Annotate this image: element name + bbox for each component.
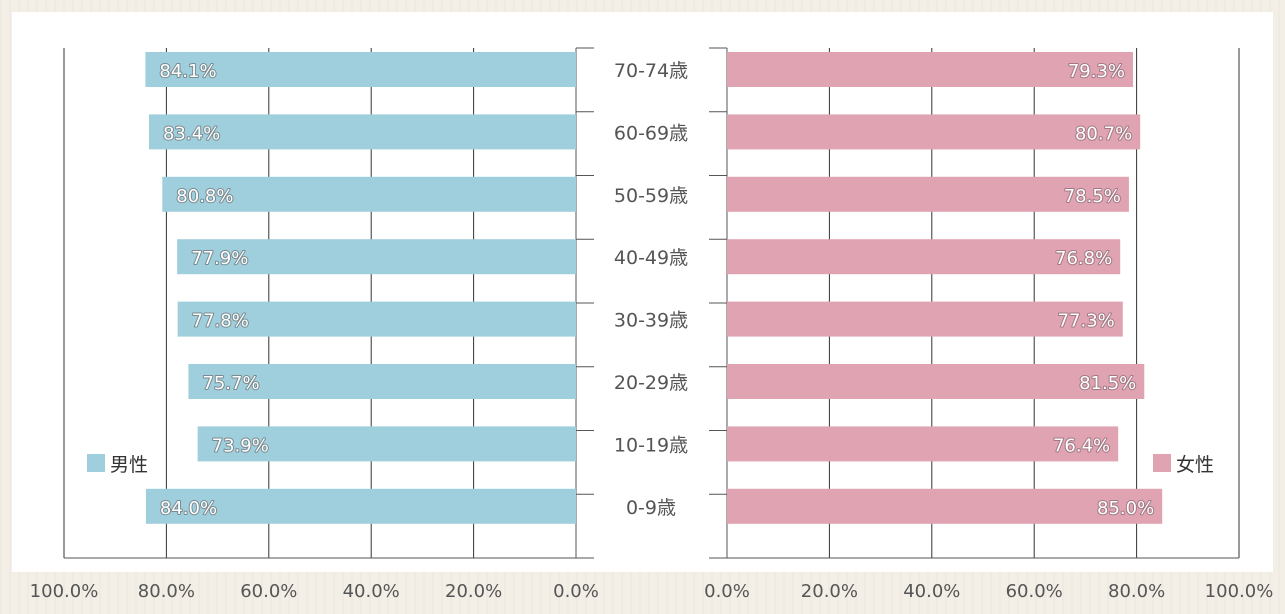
category-label: 40-49歳 — [614, 247, 688, 269]
x-tick-label-right: 80.0% — [1108, 581, 1165, 602]
x-tick-label-left: 100.0% — [30, 581, 99, 602]
bar-female — [727, 426, 1119, 462]
x-tick-label-left: 80.0% — [138, 581, 195, 602]
category-label: 70-74歳 — [614, 60, 688, 82]
bar-female — [727, 176, 1129, 212]
bar-label-male: 83.4% — [163, 123, 220, 144]
category-label: 50-59歳 — [614, 185, 688, 207]
bar-label-female: 80.7% — [1075, 123, 1132, 144]
bar-label-female: 85.0% — [1097, 498, 1154, 519]
legend-label-female: 女性 — [1176, 454, 1214, 476]
x-tick-label-right: 100.0% — [1205, 581, 1274, 602]
x-tick-label-right: 40.0% — [903, 581, 960, 602]
category-label: 20-29歳 — [614, 372, 688, 394]
x-tick-label-right: 20.0% — [801, 581, 858, 602]
bar-label-male: 84.0% — [160, 498, 217, 519]
x-tick-label-left: 20.0% — [445, 581, 502, 602]
bar-male — [148, 114, 576, 150]
legend-swatch-male — [87, 454, 105, 472]
bar-label-male: 75.7% — [202, 373, 259, 394]
bar-label-male: 77.9% — [191, 248, 248, 269]
bar-male — [145, 52, 576, 87]
bar-label-female: 76.8% — [1055, 248, 1112, 269]
bar-label-male: 80.8% — [176, 186, 233, 207]
bar-label-male: 77.8% — [192, 311, 249, 332]
bar-male — [197, 426, 576, 462]
bar-female — [727, 114, 1141, 150]
bar-male — [188, 364, 576, 399]
bar-female — [727, 488, 1163, 524]
x-tick-label-right: 60.0% — [1006, 581, 1063, 602]
bar-label-male: 73.9% — [212, 435, 269, 456]
legend-label-male: 男性 — [110, 454, 148, 476]
bar-female — [727, 52, 1134, 87]
bar-label-female: 79.3% — [1068, 61, 1125, 82]
bar-male — [177, 239, 577, 275]
x-tick-label-left: 0.0% — [553, 581, 599, 602]
bar-female — [727, 364, 1145, 399]
x-tick-label-right: 0.0% — [704, 581, 750, 602]
category-label: 10-19歳 — [614, 434, 688, 456]
legend-swatch-female — [1153, 454, 1171, 472]
bar-label-female: 78.5% — [1064, 186, 1121, 207]
bar-female — [727, 239, 1121, 275]
category-label: 0-9歳 — [626, 497, 676, 519]
x-tick-label-left: 60.0% — [240, 581, 297, 602]
x-tick-label-left: 40.0% — [343, 581, 400, 602]
category-label: 30-39歳 — [614, 310, 688, 332]
bar-label-female: 76.4% — [1053, 435, 1110, 456]
bar-label-male: 84.1% — [159, 61, 216, 82]
bar-label-female: 81.5% — [1079, 373, 1136, 394]
category-label: 60-69歳 — [614, 122, 688, 144]
bar-male — [162, 176, 576, 212]
bar-male — [145, 488, 577, 524]
chart-panel — [12, 12, 1273, 572]
bar-female — [727, 301, 1123, 337]
bar-label-female: 77.3% — [1058, 311, 1115, 332]
bar-male — [177, 301, 576, 337]
